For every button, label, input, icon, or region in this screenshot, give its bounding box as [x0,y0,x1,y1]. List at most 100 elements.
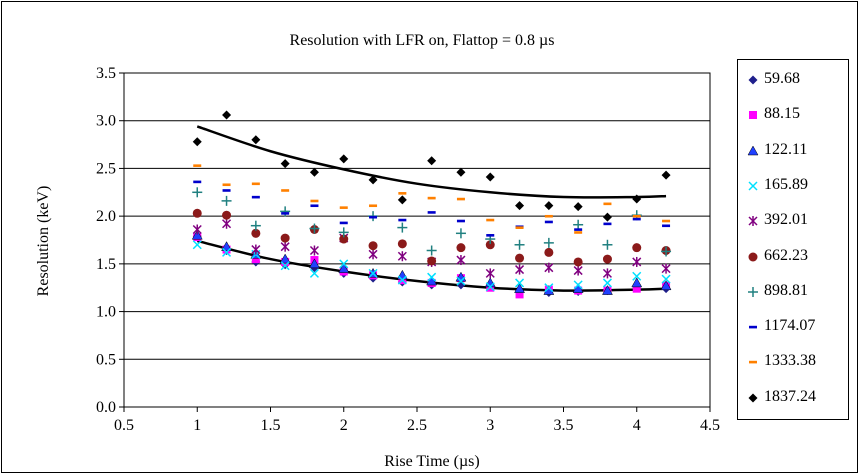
data-point [573,280,583,290]
data-point [427,272,437,282]
data-point [251,244,261,255]
data-point [661,170,671,180]
legend-label: 59.68 [764,70,800,87]
data-point [514,283,525,293]
legend-marker-shape [748,75,758,85]
x-tick-label: 2.5 [407,417,427,434]
data-point [544,247,554,257]
data-point [455,228,466,239]
data-point [368,175,378,185]
data-point [222,110,232,120]
legend-item: 1174.07 [746,317,846,337]
data-point [456,167,466,177]
legend-marker-shape [748,252,758,261]
plot-area [123,72,711,408]
data-point [309,223,320,234]
data-point [192,224,202,235]
data-point [192,137,202,147]
data-point [573,257,583,267]
x-tick-label: 3.5 [554,417,574,434]
data-point [603,222,612,226]
data-point [514,239,525,250]
data-point [222,189,231,192]
data-point [544,214,553,218]
data-point [222,183,231,187]
data-point [660,280,672,291]
trendline [196,125,667,199]
data-point [573,219,584,230]
data-point [574,231,583,234]
legend-item: 1333.38 [746,352,846,372]
legend: 59.68 88.15 122.11 165.89 392.01 662.23 898.81… [737,59,849,420]
trendlines [196,125,667,292]
data-point [632,256,642,267]
data-point [280,206,291,217]
x-tick-label: 1.5 [261,417,281,434]
y-tick-label: 1.0 [96,304,116,321]
data-point [280,159,290,169]
legend-label: 1837.24 [764,387,816,405]
data-point [427,196,436,200]
legend-marker [748,286,758,297]
data-point [397,239,407,249]
data-point [309,258,320,269]
data-point [339,221,348,225]
legend-label: 1333.38 [764,352,816,370]
y-tick-label: 1.5 [96,256,116,273]
trendline [196,239,667,292]
legend-item: 165.89 [746,176,846,196]
data-point [280,261,290,271]
data-point [632,271,642,281]
data-point [397,195,407,205]
legend-item: 1837.24 [746,388,846,408]
legend-marker-shape [748,286,758,297]
data-point [602,285,613,295]
legend-marker-shape [747,145,759,155]
data-point [485,268,495,279]
legend-label: 88.15 [764,105,800,123]
data-point [602,212,612,222]
data-point [339,259,349,269]
data-point [632,243,642,253]
data-point [632,284,641,293]
legend-item: 662.23 [746,247,846,267]
y-tick-label: 2.0 [96,208,116,225]
data-point [515,253,525,263]
legend-label: 165.89 [764,175,808,193]
series-898.81 [192,187,672,257]
data-point [192,240,202,250]
data-point [280,233,290,243]
data-point [485,172,495,182]
data-point [222,210,232,220]
series-1837.24 [192,110,671,222]
data-point [427,256,437,266]
data-point [661,263,671,274]
data-point [369,215,378,219]
data-point [632,214,641,218]
legend-marker [748,216,758,227]
data-point [486,234,495,237]
data-point [368,241,378,251]
legend-marker [749,111,757,120]
legend-marker [747,145,759,155]
legend-item: 59.68 [746,70,846,90]
data-point [397,275,407,285]
data-point [602,268,612,279]
x-tick-label: 0.5 [114,417,134,434]
data-point [251,135,261,145]
legend-label: 392.01 [764,211,808,229]
data-point [456,219,465,223]
data-point [543,237,554,248]
data-point [544,283,554,293]
data-point [515,201,525,211]
data-point [515,264,525,275]
legend-item: 392.01 [746,211,846,231]
data-point [280,241,290,252]
x-axis-label: Rise Time (µs) [384,453,480,470]
data-point [397,251,407,262]
data-point [250,220,261,231]
data-point [368,249,378,260]
gridlines [124,120,710,360]
legend-marker [748,393,758,403]
